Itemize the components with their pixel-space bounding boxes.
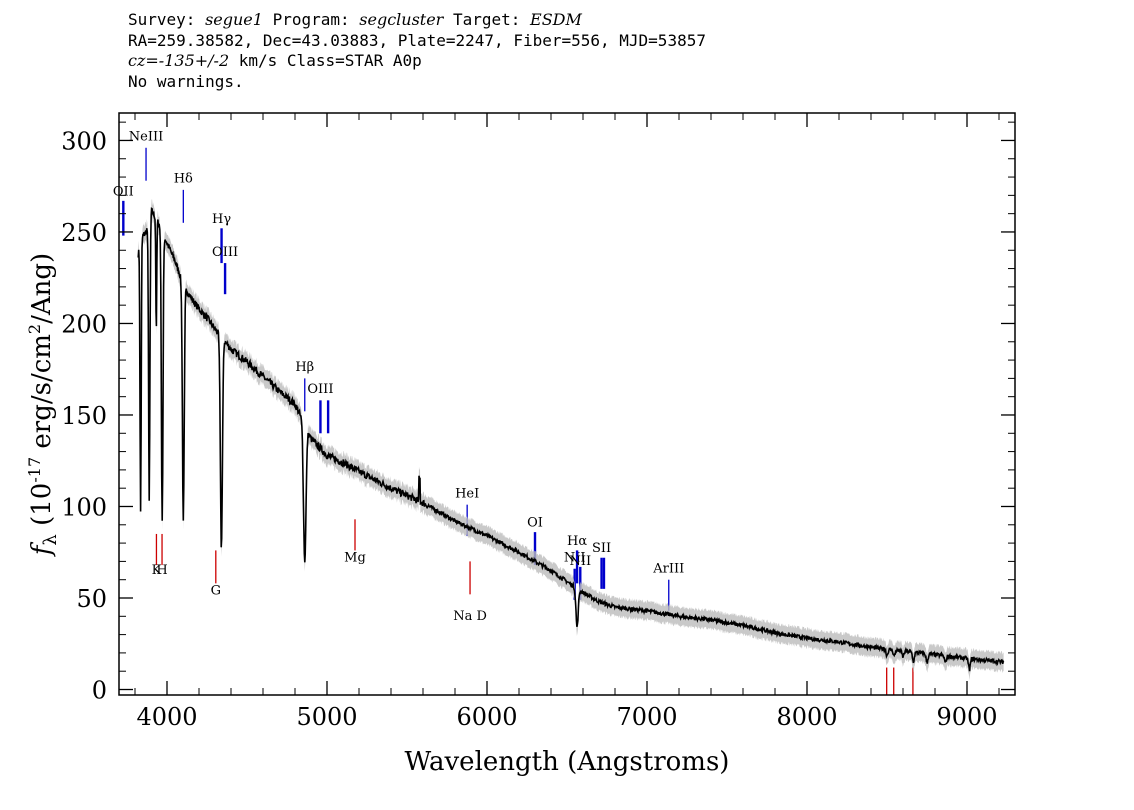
- emission-line-label: Hβ: [295, 360, 314, 375]
- x-axis-label: Wavelength (Angstroms): [405, 747, 730, 777]
- y-tick-label: 250: [61, 219, 107, 247]
- line-markers: OIINeIIIHδHγOIIIHβOIIIHeIOINIIHαNIISIIAr…: [113, 129, 914, 695]
- emission-line-label: Hα: [567, 534, 587, 549]
- survey-value: segue1: [205, 10, 263, 29]
- y-axis-label: fλ (10-17 erg/s/cm2/Ang): [25, 253, 61, 557]
- emission-line-label: OIII: [307, 382, 333, 397]
- program-label: Program:: [262, 10, 360, 29]
- plot-frame: [118, 112, 1016, 696]
- x-tick-label: 9000: [936, 703, 997, 731]
- emission-line-label: OI: [527, 516, 543, 531]
- emission-line-label: NII: [564, 550, 586, 565]
- x-tick-label: 5000: [296, 703, 357, 731]
- cz-value: cz=-135+/-2: [128, 51, 230, 70]
- y-tick-label: 150: [61, 402, 107, 430]
- emission-line-label: NeIII: [129, 129, 163, 144]
- spectrum-header: Survey: segue1 Program: segcluster Targe…: [128, 10, 706, 92]
- error-band: [138, 199, 1004, 681]
- emission-line-label: OIII: [212, 245, 238, 260]
- survey-label: Survey:: [128, 10, 206, 29]
- x-tick-label: 7000: [616, 703, 677, 731]
- target-value: ESDM: [530, 10, 582, 29]
- emission-line-label: Hγ: [212, 212, 231, 227]
- y-tick-label: 200: [61, 310, 107, 338]
- y-tick-label: 50: [76, 585, 107, 613]
- flux-line: [137, 207, 1005, 672]
- plot-axes: 4000 5000 6000 7000 8000 9000 0 50 100 150 200 250 3…: [61, 113, 1015, 731]
- y-tick-label: 300: [61, 127, 107, 155]
- absorption-line-label: G: [211, 583, 221, 598]
- header-line-survey: Survey: segue1 Program: segcluster Targe…: [128, 10, 706, 31]
- emission-line-label: HeI: [455, 486, 479, 501]
- absorption-line-label: Na D: [453, 609, 487, 624]
- emission-line-label: SII: [592, 541, 611, 556]
- absorption-line-label: K: [152, 563, 162, 578]
- emission-line-label: NII: [569, 554, 591, 569]
- header-line-coordinates: RA=259.38582, Dec=43.03883, Plate=2247, …: [128, 30, 706, 50]
- spectrum-series: [137, 199, 1005, 681]
- emission-line-label: Hδ: [174, 172, 193, 187]
- y-tick-label: 100: [61, 493, 107, 521]
- x-tick-label: 8000: [776, 703, 837, 731]
- absorption-line-label: Mg: [344, 550, 366, 565]
- x-tick-label: 6000: [456, 703, 517, 731]
- emission-line-label: OII: [113, 184, 134, 199]
- class-value: km/s Class=STAR A0p: [229, 51, 422, 70]
- absorption-line-label: H: [156, 563, 167, 578]
- program-value: segcluster: [359, 10, 444, 29]
- y-tick-label: 0: [92, 677, 107, 705]
- header-line-redshift: cz=-135+/-2 km/s Class=STAR A0p: [128, 51, 706, 72]
- emission-line-label: ArIII: [652, 561, 684, 576]
- header-line-warnings: No warnings.: [128, 71, 244, 91]
- x-tick-label: 4000: [136, 703, 197, 731]
- target-label: Target:: [443, 10, 531, 29]
